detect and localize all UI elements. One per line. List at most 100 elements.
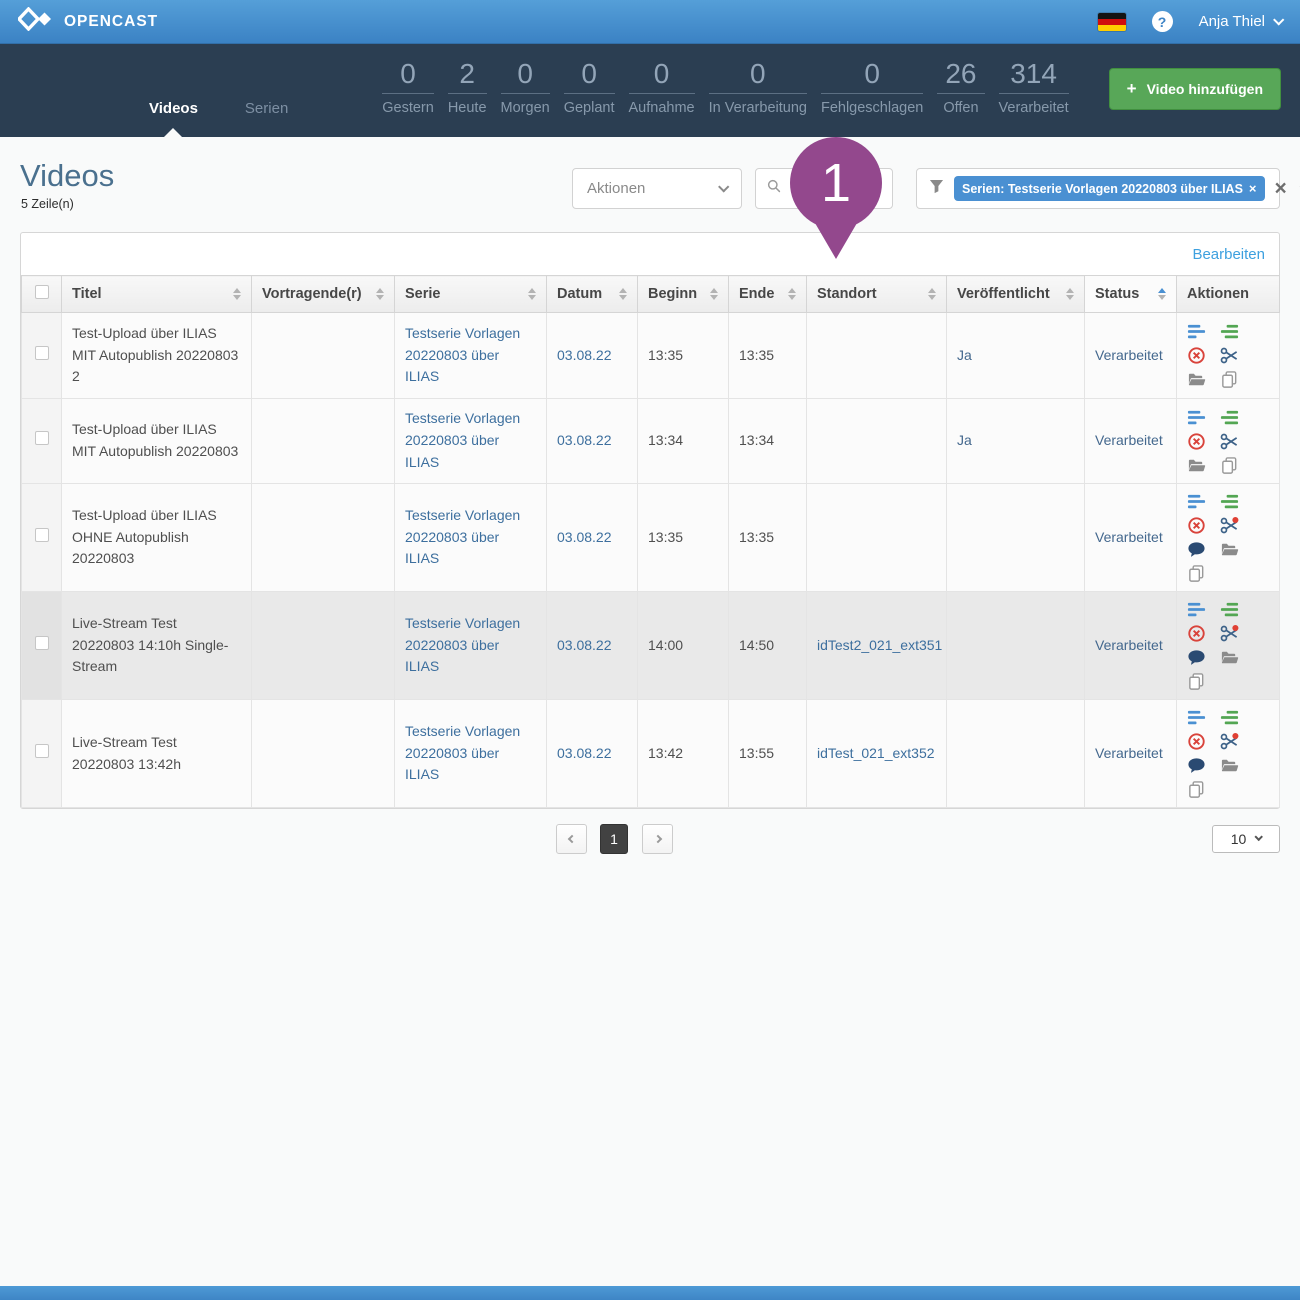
column-header-aktionen[interactable]: Aktionen: [1176, 275, 1280, 313]
duplicate-icon[interactable]: [1220, 370, 1239, 389]
stat-item[interactable]: 26 Offen: [937, 59, 985, 116]
current-page-button[interactable]: 1: [600, 824, 628, 854]
cut-notification-icon[interactable]: [1220, 624, 1239, 643]
clear-filters-icon[interactable]: ×: [1274, 177, 1287, 200]
column-header-datum[interactable]: Datum: [546, 275, 638, 313]
date-link[interactable]: 03.08.22: [557, 636, 612, 653]
sort-icon[interactable]: [619, 288, 627, 300]
date-link[interactable]: 03.08.22: [557, 528, 612, 545]
publish-icon[interactable]: [1220, 708, 1239, 727]
next-page-button[interactable]: [642, 824, 673, 854]
publish-icon[interactable]: [1220, 600, 1239, 619]
delete-icon[interactable]: [1187, 346, 1206, 365]
series-link[interactable]: Testserie Vorlagen 20220803 über ILIAS: [405, 614, 521, 675]
publish-icon[interactable]: [1220, 492, 1239, 511]
column-header-beginn[interactable]: Beginn: [637, 275, 729, 313]
comments-icon[interactable]: [1187, 756, 1206, 775]
metadata-icon[interactable]: [1187, 322, 1206, 341]
location-link[interactable]: idTest2_021_ext351: [817, 636, 943, 653]
cell-status: Verarbeitet: [1095, 744, 1163, 761]
row-checkbox[interactable]: [34, 527, 49, 542]
help-icon[interactable]: ?: [1151, 11, 1173, 32]
sort-icon[interactable]: [1066, 288, 1074, 300]
cell-start: 13:35: [637, 483, 729, 592]
stat-item[interactable]: 314 Verarbeitet: [998, 59, 1069, 116]
language-flag-icon[interactable]: [1097, 12, 1126, 31]
series-link[interactable]: Testserie Vorlagen 20220803 über ILIAS: [405, 722, 521, 783]
stat-item[interactable]: 0 Gestern: [382, 59, 434, 116]
sort-icon[interactable]: [788, 288, 796, 300]
metadata-icon[interactable]: [1187, 708, 1206, 727]
assets-icon[interactable]: [1220, 756, 1239, 775]
sort-icon[interactable]: [528, 288, 536, 300]
publish-icon[interactable]: [1220, 408, 1239, 427]
duplicate-icon[interactable]: [1187, 672, 1206, 691]
cut-icon[interactable]: [1220, 346, 1239, 365]
comments-icon[interactable]: [1187, 648, 1206, 667]
metadata-icon[interactable]: [1187, 600, 1206, 619]
stat-item[interactable]: 0 In Verarbeitung: [708, 59, 807, 116]
column-header-titel[interactable]: Titel: [61, 275, 252, 313]
tab-serien[interactable]: Serien: [244, 100, 289, 117]
stat-item[interactable]: 0 Aufnahme: [628, 59, 695, 116]
duplicate-icon[interactable]: [1220, 456, 1239, 475]
date-link[interactable]: 03.08.22: [557, 744, 612, 761]
sort-icon[interactable]: [1158, 288, 1166, 300]
column-header-status[interactable]: Status: [1084, 275, 1177, 313]
edit-link[interactable]: Bearbeiten: [1192, 245, 1265, 263]
duplicate-icon[interactable]: [1187, 564, 1206, 583]
sort-icon[interactable]: [233, 288, 241, 300]
column-header-serie[interactable]: Serie: [394, 275, 547, 313]
actions-dropdown[interactable]: Aktionen: [572, 168, 742, 209]
stat-item[interactable]: 0 Fehlgeschlagen: [820, 59, 924, 117]
delete-icon[interactable]: [1187, 732, 1206, 751]
stat-item[interactable]: 0 Geplant: [563, 59, 615, 116]
series-link[interactable]: Testserie Vorlagen 20220803 über ILIAS: [405, 410, 521, 470]
cut-icon[interactable]: [1220, 432, 1239, 451]
add-video-button[interactable]: + Video hinzufügen: [1108, 68, 1281, 110]
sort-icon[interactable]: [376, 288, 384, 300]
cut-notification-icon[interactable]: [1220, 732, 1239, 751]
date-link[interactable]: 03.08.22: [557, 432, 612, 449]
stat-item[interactable]: 2 Heute: [447, 59, 487, 116]
delete-icon[interactable]: [1187, 516, 1206, 535]
assets-icon[interactable]: [1220, 648, 1239, 667]
column-header-vortragende-r-[interactable]: Vortragende(r): [251, 275, 395, 313]
select-all-checkbox[interactable]: [34, 285, 49, 299]
metadata-icon[interactable]: [1187, 408, 1206, 427]
user-menu[interactable]: Anja Thiel: [1199, 13, 1285, 30]
duplicate-icon[interactable]: [1187, 780, 1206, 799]
sort-icon[interactable]: [928, 288, 936, 300]
comments-icon[interactable]: [1187, 540, 1206, 559]
stat-value: 0: [628, 59, 695, 95]
delete-icon[interactable]: [1187, 624, 1206, 643]
row-checkbox[interactable]: [34, 431, 49, 446]
sort-icon[interactable]: [710, 288, 718, 300]
series-link[interactable]: Testserie Vorlagen 20220803 über ILIAS: [405, 506, 521, 567]
chip-remove-icon[interactable]: ×: [1248, 181, 1257, 196]
row-checkbox[interactable]: [34, 635, 49, 650]
assets-icon[interactable]: [1220, 540, 1239, 559]
cut-notification-icon[interactable]: [1220, 516, 1239, 535]
location-link[interactable]: idTest_021_ext352: [817, 744, 935, 761]
stat-label: Fehlgeschlagen: [820, 100, 924, 117]
stat-item[interactable]: 0 Morgen: [500, 59, 550, 116]
row-checkbox[interactable]: [34, 345, 49, 360]
row-checkbox[interactable]: [34, 743, 49, 758]
column-header-ende[interactable]: Ende: [728, 275, 807, 313]
date-link[interactable]: 03.08.22: [557, 346, 612, 363]
metadata-icon[interactable]: [1187, 492, 1206, 511]
publish-icon[interactable]: [1220, 322, 1239, 341]
filter-icon[interactable]: [929, 179, 944, 199]
assets-icon[interactable]: [1187, 370, 1206, 389]
series-link[interactable]: Testserie Vorlagen 20220803 über ILIAS: [405, 324, 521, 385]
assets-icon[interactable]: [1187, 456, 1206, 475]
delete-icon[interactable]: [1187, 432, 1206, 451]
page-size-select[interactable]: 10: [1212, 825, 1280, 853]
filter-chip[interactable]: Serien: Testserie Vorlagen 20220803 über…: [954, 176, 1265, 201]
column-header-standort[interactable]: Standort: [806, 275, 947, 313]
prev-page-button[interactable]: [556, 824, 587, 854]
column-header-ver-ffentlicht[interactable]: Veröffentlicht: [946, 275, 1085, 313]
tab-videos[interactable]: Videos: [149, 100, 198, 117]
search-input[interactable]: [790, 180, 880, 197]
